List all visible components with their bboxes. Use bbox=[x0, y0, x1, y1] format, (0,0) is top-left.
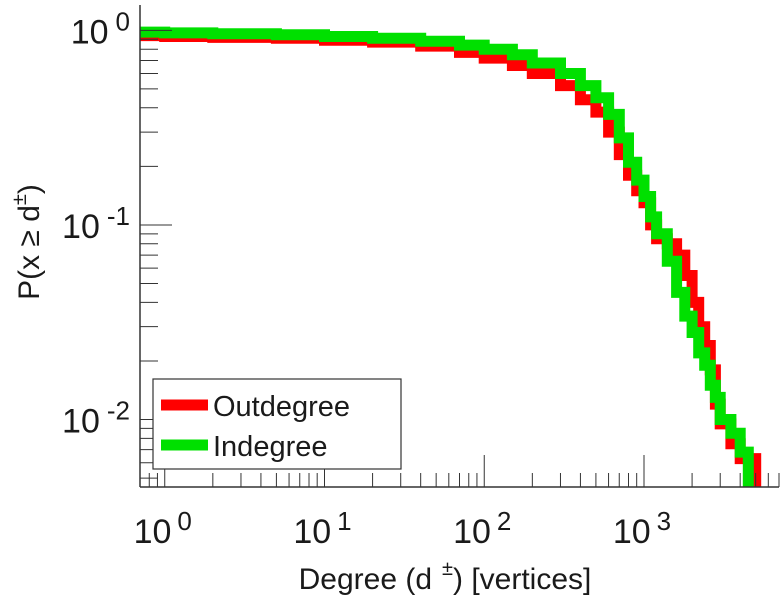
y-tick-exponent: 0 bbox=[116, 6, 130, 36]
axes-layer bbox=[139, 5, 780, 488]
y-tick-base: 10 bbox=[71, 13, 109, 51]
x-axis-title-sup: ± bbox=[442, 558, 453, 580]
y-tick-label: 10 -2 bbox=[62, 396, 130, 441]
x-tick-base: 10 bbox=[134, 513, 172, 551]
x-tick-label: 10 1 bbox=[293, 506, 351, 551]
legend-label-indegree: Indegree bbox=[213, 431, 328, 463]
legend-label-outdegree: Outdegree bbox=[213, 391, 350, 423]
x-axis-title-tail: ) [vertices] bbox=[453, 563, 591, 596]
x-axis-title-main: Degree (d bbox=[299, 563, 432, 596]
y-tick-base: 10 bbox=[62, 208, 100, 246]
x-axis-title: Degree (d ±) [vertices] bbox=[299, 558, 592, 596]
y-tick-base: 10 bbox=[62, 403, 100, 441]
y-axis-title-tail: ) bbox=[13, 184, 46, 194]
y-axis-title-sup: ± bbox=[9, 194, 31, 205]
x-tick-exponent: 3 bbox=[657, 506, 671, 536]
x-tick-exponent: 1 bbox=[337, 506, 351, 536]
legend: Outdegree Indegree bbox=[152, 378, 402, 470]
y-tick-label: 10 0 bbox=[71, 6, 130, 51]
x-tick-exponent: 0 bbox=[177, 506, 191, 536]
y-axis-title-main: P(x ≥ d bbox=[13, 205, 46, 300]
series-line-indegree bbox=[140, 26, 754, 487]
y-tick-label: 10 -1 bbox=[62, 201, 130, 246]
y-axis-title: P(x ≥ d±) bbox=[9, 184, 46, 300]
x-tick-base: 10 bbox=[613, 513, 651, 551]
x-tick-label: 10 3 bbox=[613, 506, 671, 551]
y-tick-exponent: -1 bbox=[107, 201, 130, 231]
y-tick-exponent: -2 bbox=[107, 396, 130, 426]
series-layer bbox=[140, 26, 762, 487]
tick-label-layer: 10 0 10 1 10 2 10 310 010 -110 -2 bbox=[62, 6, 671, 551]
x-tick-base: 10 bbox=[293, 513, 331, 551]
x-tick-label: 10 0 bbox=[134, 506, 192, 551]
legend-box bbox=[152, 378, 402, 470]
x-tick-exponent: 2 bbox=[497, 506, 511, 536]
x-tick-label: 10 2 bbox=[453, 506, 511, 551]
x-tick-base: 10 bbox=[453, 513, 491, 551]
